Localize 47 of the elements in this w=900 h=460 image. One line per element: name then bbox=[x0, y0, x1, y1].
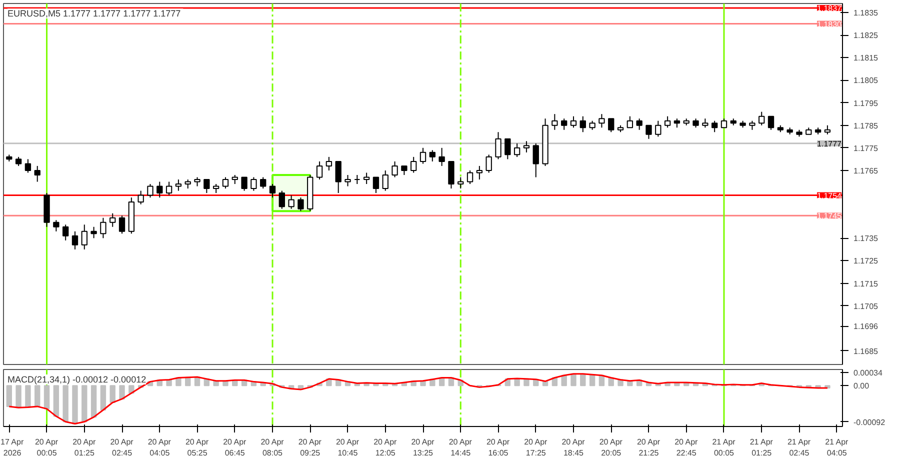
y-tick-label: 1.1805 bbox=[854, 76, 879, 86]
y-tick-label: 1.1785 bbox=[854, 121, 879, 130]
x-tick-label: 20 Apr 14:45 bbox=[448, 438, 472, 458]
x-tick-label: 21 Apr 04:05 bbox=[825, 438, 849, 458]
x-tick-label: 20 Apr 06:45 bbox=[223, 438, 247, 458]
y-tick-label: 1.1715 bbox=[854, 279, 879, 288]
x-tick-label: 20 Apr 09:25 bbox=[298, 438, 322, 458]
y-tick-label: -0.00092 bbox=[854, 418, 886, 427]
y-tick-label: 1.1815 bbox=[854, 54, 879, 63]
y-tick-label: 1.1685 bbox=[854, 346, 879, 356]
y-tick-label: 1.1795 bbox=[854, 98, 879, 108]
y-tick-label: 1.1825 bbox=[854, 31, 879, 40]
y-tick-label: 1.1835 bbox=[854, 8, 879, 18]
x-tick-label: 20 Apr 22:45 bbox=[674, 438, 698, 458]
x-tick-label: 20 Apr 21:25 bbox=[636, 438, 660, 458]
x-tick-label: 20 Apr 01:25 bbox=[72, 438, 96, 458]
ref-line-label: 1.1777 bbox=[817, 139, 842, 148]
ref-line-label: 1.1830 bbox=[817, 20, 842, 29]
ref-line-label: 1.1837 bbox=[817, 4, 842, 14]
x-tick-label: 17 Apr 2026 bbox=[0, 438, 24, 458]
x-tick-label: 21 Apr 01:25 bbox=[750, 438, 774, 458]
x-tick-label: 20 Apr 13:25 bbox=[411, 438, 435, 458]
y-tick-label: 1.1765 bbox=[854, 166, 879, 176]
y-tick-label: 1.1705 bbox=[854, 302, 879, 311]
x-tick-label: 20 Apr 02:45 bbox=[110, 438, 134, 458]
x-tick-label: 20 Apr 20:05 bbox=[599, 438, 623, 458]
text: EURUSD,M5 1.1777 1.1777 1.1777 1.1777 bbox=[8, 8, 181, 18]
x-tick-label: 20 Apr 18:45 bbox=[562, 438, 586, 458]
x-tick-label: 21 Apr 02:45 bbox=[787, 438, 811, 458]
y-tick-label: 1.1696 bbox=[854, 322, 879, 332]
x-tick-label: 20 Apr 12:05 bbox=[374, 438, 398, 458]
y-tick-label: 1.1775 bbox=[854, 144, 879, 153]
y-tick-label: 1.1735 bbox=[854, 234, 879, 244]
text: MACD(21,34,1) -0.00012 -0.00012 bbox=[8, 374, 146, 384]
x-tick-label: 20 Apr 16:05 bbox=[486, 438, 510, 458]
x-tick-label: 20 Apr 04:05 bbox=[148, 438, 172, 458]
x-tick-label: 20 Apr 00:05 bbox=[34, 438, 58, 458]
x-tick-label: 20 Apr 10:45 bbox=[336, 438, 360, 458]
x-tick-label: 21 Apr 00:05 bbox=[712, 438, 736, 458]
y-tick-label: 0.00034 bbox=[854, 368, 883, 378]
ref-line-label: 1.1754 bbox=[817, 191, 842, 200]
ref-line-label: 1.1745 bbox=[817, 212, 842, 221]
y-tick-label: 1.1725 bbox=[854, 256, 879, 266]
x-tick-label: 20 Apr 05:25 bbox=[185, 438, 209, 458]
x-tick-label: 20 Apr 17:25 bbox=[524, 438, 548, 458]
y-tick-label: 0.00 bbox=[854, 382, 870, 391]
x-tick-label: 20 Apr 08:05 bbox=[260, 438, 284, 458]
